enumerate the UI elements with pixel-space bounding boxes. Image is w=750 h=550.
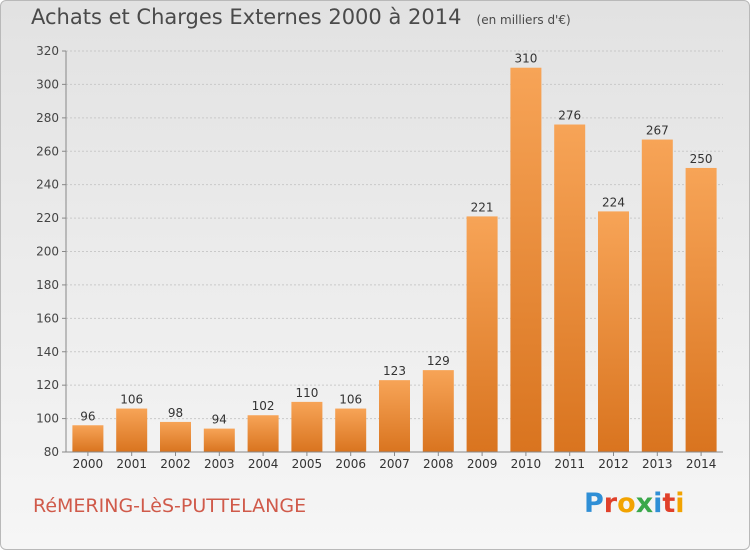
- x-tick-label: 2002: [160, 457, 191, 471]
- y-tick-label: 200: [36, 245, 59, 259]
- bar-2009: [466, 216, 498, 452]
- data-label: 106: [339, 393, 362, 407]
- y-tick-label: 320: [36, 44, 59, 58]
- y-tick-label: 280: [36, 111, 59, 125]
- x-tick-label: 2007: [379, 457, 410, 471]
- data-label: 106: [120, 393, 143, 407]
- x-tick-label: 2006: [335, 457, 366, 471]
- data-label: 276: [558, 109, 581, 123]
- y-tick-label: 240: [36, 178, 59, 192]
- x-tick-label: 2013: [642, 457, 673, 471]
- x-tick-label: 2005: [292, 457, 323, 471]
- bars: 96 106 98 94 102 110 106 123 129 221 310 276 224 267 2…: [72, 52, 717, 453]
- logo-letter: x: [635, 488, 654, 519]
- x-tick-label: 2003: [204, 457, 235, 471]
- logo-letter: P: [584, 488, 604, 519]
- y-tick-label: 140: [36, 345, 59, 359]
- data-label: 94: [212, 413, 227, 427]
- data-label: 224: [602, 195, 625, 209]
- data-label: 110: [295, 386, 318, 400]
- x-tick-label: 2010: [511, 457, 542, 471]
- logo-letter: i: [675, 488, 685, 519]
- data-label: 221: [471, 200, 494, 214]
- data-label: 129: [427, 354, 450, 368]
- bar-2004: [247, 415, 279, 452]
- bar-2014: [685, 167, 717, 453]
- axes: 80 100 120 140 160 180 200 220 240 260 280 300 320 20…: [36, 44, 723, 471]
- logo-letter: r: [603, 488, 618, 519]
- y-tick-label: 100: [36, 412, 59, 426]
- x-tick-label: 2000: [73, 457, 104, 471]
- bar-2007: [379, 380, 410, 452]
- data-label: 123: [383, 364, 406, 378]
- x-tick-label: 2001: [116, 457, 147, 471]
- y-tick-label: 120: [36, 378, 59, 392]
- bar-2013: [641, 139, 673, 452]
- data-label: 102: [252, 399, 275, 413]
- x-tick-label: 2014: [686, 457, 717, 471]
- bar-2000: [72, 425, 104, 452]
- data-label: 98: [168, 406, 183, 420]
- bar-2011: [554, 124, 586, 453]
- y-tick-label: 180: [36, 278, 59, 292]
- y-tick-label: 220: [36, 211, 59, 225]
- bar-2001: [116, 408, 148, 452]
- y-tick-label: 260: [36, 144, 59, 158]
- x-tick-label: 2008: [423, 457, 454, 471]
- bar-2002: [160, 421, 191, 452]
- bar-2005: [291, 401, 323, 452]
- chart-unit: (en milliers d'€): [476, 13, 571, 27]
- bar-2006: [335, 408, 367, 452]
- data-label: 250: [690, 152, 713, 166]
- x-tick-label: 2004: [248, 457, 279, 471]
- logo-letter: i: [653, 488, 663, 519]
- chart-title: Achats et Charges Externes 2000 à 2014 (…: [31, 5, 571, 29]
- town-name: RéMERING-LèS-PUTTELANGE: [33, 495, 307, 517]
- y-tick-label: 160: [36, 311, 59, 325]
- x-tick-label: 2009: [467, 457, 498, 471]
- x-tick-label: 2011: [554, 457, 585, 471]
- chart-title-main: Achats et Charges Externes 2000 à 2014: [31, 5, 462, 29]
- x-tick-label: 2012: [598, 457, 629, 471]
- bar-2008: [422, 370, 454, 452]
- logo-letter: o: [617, 488, 636, 519]
- bar-2012: [598, 211, 629, 452]
- bar-2010: [510, 67, 542, 452]
- data-label: 267: [646, 124, 669, 138]
- logo-letter: t: [662, 488, 676, 519]
- bar-2003: [203, 428, 235, 452]
- data-label: 310: [514, 52, 537, 66]
- data-label: 96: [80, 409, 95, 423]
- y-tick-label: 300: [36, 77, 59, 91]
- y-tick-label: 80: [44, 445, 59, 459]
- proxiti-logo[interactable]: Proxiti: [584, 488, 685, 519]
